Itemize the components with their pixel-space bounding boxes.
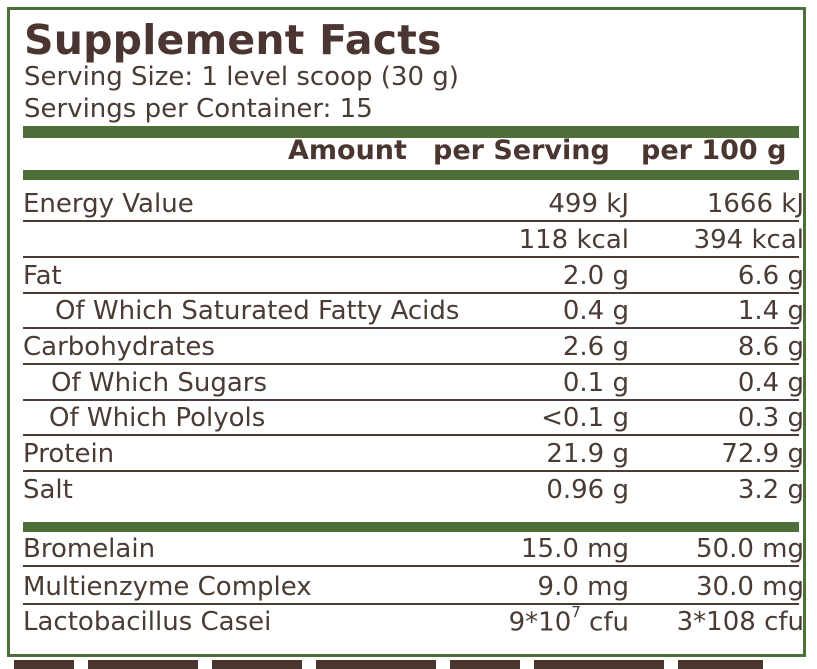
nutrient-label: Protein: [23, 439, 115, 469]
per-100g-value: 0.3 g: [737, 403, 804, 433]
row-divider: [23, 292, 799, 294]
per-100g-value: 50.0 mg: [696, 534, 804, 564]
per-100g-value: 1666 kJ: [706, 189, 804, 219]
per-serving-value: 9*107 cfu: [508, 603, 629, 638]
per-serving-value: 21.9 g: [546, 439, 629, 469]
per-100g-value: 3*108 cfu: [676, 607, 804, 637]
serving-size: Serving Size: 1 level scoop (30 g): [24, 62, 459, 92]
per-serving-value: 2.6 g: [562, 332, 629, 362]
column-header-divider-bar: [23, 170, 799, 180]
cropped-text-strip: [14, 660, 802, 669]
column-header-per-100g: per 100 g: [641, 135, 787, 166]
nutrient-row-salt: Salt 0.96 g 3.2 g: [23, 475, 804, 510]
per-serving-value: 118 kcal: [518, 225, 629, 255]
ingredient-label: Lactobacillus Casei: [23, 607, 272, 637]
per-serving-value: 9.0 mg: [537, 572, 629, 602]
extras-divider-bar: [23, 522, 799, 532]
nutrient-row-saturated-fat: Of Which Saturated Fatty Acids 0.4 g 1.4…: [23, 296, 804, 331]
nutrient-row-sugars: Of Which Sugars 0.1 g 0.4 g: [23, 368, 804, 403]
row-divider: [23, 399, 799, 401]
per-serving-value: 15.0 mg: [521, 534, 629, 564]
row-divider: [23, 256, 799, 258]
nutrient-label: Energy Value: [23, 189, 194, 219]
per-100g-value: 8.6 g: [737, 332, 804, 362]
nutrient-label: Of Which Polyols: [49, 403, 266, 433]
extra-row-multienzyme: Multienzyme Complex 9.0 mg 30.0 mg: [23, 572, 804, 607]
row-divider: [23, 603, 799, 605]
per-100g-value: 30.0 mg: [696, 572, 804, 602]
per-100g-value: 72.9 g: [721, 439, 804, 469]
nutrient-row-carbohydrates: Carbohydrates 2.6 g 8.6 g: [23, 332, 804, 367]
ingredient-label: Bromelain: [23, 534, 156, 564]
servings-per-container: Servings per Container: 15: [24, 94, 373, 124]
row-divider: [23, 434, 799, 436]
per-100g-value: 6.6 g: [737, 261, 804, 291]
header-divider-bar: [23, 126, 799, 138]
nutrient-row-energy-kcal: 118 kcal 394 kcal: [23, 225, 804, 260]
column-header-per-serving: per Serving: [433, 135, 610, 166]
panel-title: Supplement Facts: [24, 16, 442, 64]
cfu-unit: cfu: [580, 607, 629, 638]
extra-row-lactobacillus: Lactobacillus Casei 9*107 cfu 3*108 cfu: [23, 603, 804, 642]
nutrient-row-fat: Fat 2.0 g 6.6 g: [23, 261, 804, 296]
cfu-base: 9*10: [508, 607, 572, 638]
extra-row-bromelain: Bromelain 15.0 mg 50.0 mg: [23, 534, 804, 569]
row-divider: [23, 220, 799, 222]
nutrient-row-protein: Protein 21.9 g 72.9 g: [23, 439, 804, 474]
per-serving-value: 2.0 g: [562, 261, 629, 291]
per-serving-value: 0.1 g: [562, 368, 629, 398]
per-serving-value: <0.1 g: [541, 403, 629, 433]
column-header-amount: Amount: [288, 135, 407, 166]
per-100g-value: 1.4 g: [737, 296, 804, 326]
row-divider: [23, 327, 799, 329]
per-serving-value: 0.96 g: [546, 475, 629, 505]
nutrient-label: Of Which Sugars: [51, 368, 267, 398]
row-divider: [23, 470, 799, 472]
cfu-exponent: 7: [571, 603, 581, 621]
nutrient-row-polyols: Of Which Polyols <0.1 g 0.3 g: [23, 403, 804, 438]
nutrient-row-energy-kj: Energy Value 499 kJ 1666 kJ: [23, 189, 804, 224]
per-100g-value: 3.2 g: [737, 475, 804, 505]
per-serving-value: 0.4 g: [562, 296, 629, 326]
per-serving-value: 499 kJ: [548, 189, 629, 219]
nutrient-label: Salt: [23, 475, 73, 505]
nutrient-label: Carbohydrates: [23, 332, 215, 362]
per-100g-value: 0.4 g: [737, 368, 804, 398]
ingredient-label: Multienzyme Complex: [23, 572, 312, 602]
per-100g-value: 394 kcal: [693, 225, 804, 255]
row-divider: [23, 565, 799, 567]
supplement-facts-panel: Supplement Facts Serving Size: 1 level s…: [7, 7, 806, 657]
nutrient-label: Of Which Saturated Fatty Acids: [55, 296, 460, 326]
row-divider: [23, 363, 799, 365]
nutrient-label: Fat: [23, 261, 62, 291]
